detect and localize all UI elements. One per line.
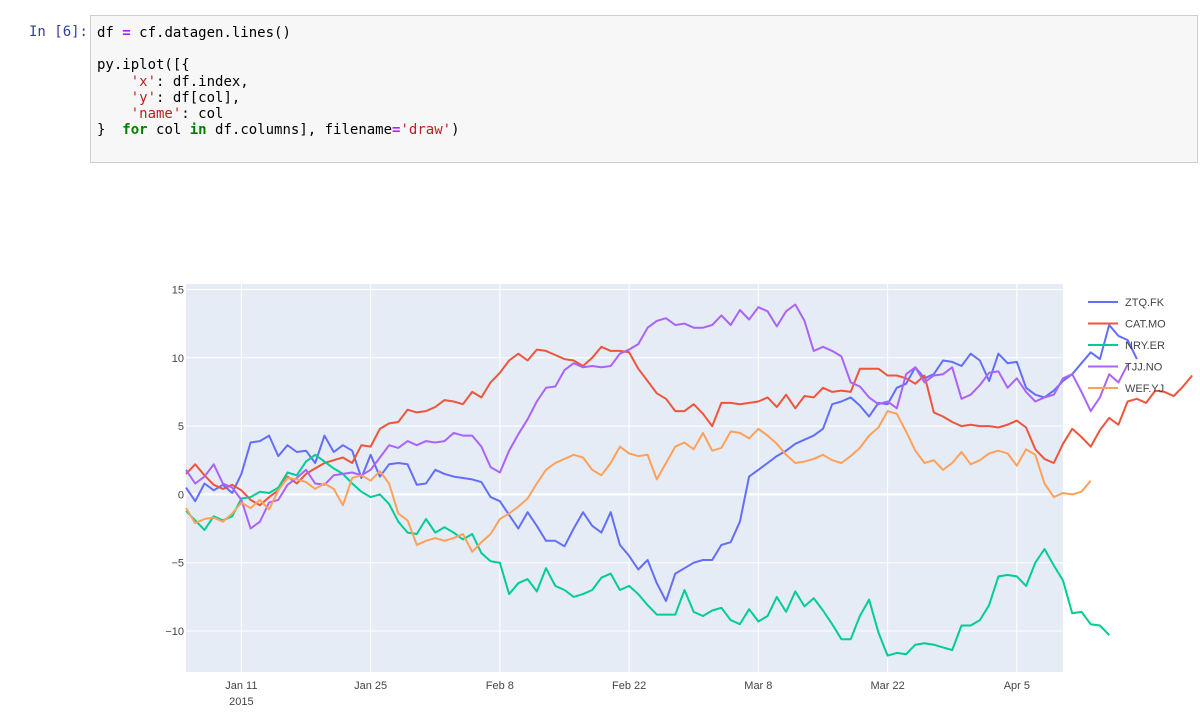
code-token: : df.index, (156, 73, 249, 90)
x-axis-ticks: Jan 11 2015 Jan 25 Feb 8 Feb 22 Mar 8 Mar 22 Ap… (225, 680, 1030, 708)
code-line: py.iplot([{ (97, 57, 1197, 73)
y-tick-label: 5 (178, 421, 184, 433)
legend-label: WEF.YJ (1125, 383, 1164, 395)
y-tick-label: 0 (178, 489, 184, 501)
code-token: df (97, 25, 123, 41)
legend-label: TJJ.NO (1125, 362, 1163, 374)
code-cell[interactable]: df = cf.datagen.lines()​py.iplot([{ 'x':… (90, 15, 1198, 163)
code-line: } for col in df.columns], filename='draw… (97, 122, 1197, 138)
legend-item[interactable]: WEF.YJ (1088, 383, 1164, 395)
code-token: ) (451, 122, 460, 139)
series-line-tjj-no[interactable] (185, 303, 1129, 530)
code-token: for (122, 122, 148, 139)
y-tick-label: 10 (172, 353, 184, 365)
legend-label: CAT.MO (1125, 319, 1166, 331)
legend-item[interactable]: ZTQ.FK (1088, 297, 1165, 309)
code-token: in (189, 122, 207, 139)
x-tick-label: Mar 8 (744, 680, 772, 692)
x-tick-label: Mar 22 (870, 680, 904, 692)
x-tick-year-label: 2015 (229, 696, 253, 708)
legend-label: ZTQ.FK (1125, 297, 1165, 309)
code-line: 'y': df[col], (97, 90, 1197, 106)
code-token: : df[col], (156, 89, 241, 106)
code-editor[interactable]: df = cf.datagen.lines()​py.iplot([{ 'x':… (91, 16, 1197, 138)
code-token: 'x' (130, 73, 157, 90)
series-line-cat-mo[interactable] (185, 345, 1193, 507)
code-token: df.columns], filename (206, 122, 393, 139)
y-tick-label: −5 (171, 558, 184, 570)
code-token: 'draw' (400, 122, 452, 139)
code-line: 'x': df.index, (97, 74, 1197, 90)
code-line: 'name': col (97, 106, 1197, 122)
y-tick-label: −10 (165, 626, 184, 638)
y-axis-ticks: 15 10 5 0 −5 −10 (165, 284, 184, 638)
x-tick-label: Feb 8 (486, 680, 514, 692)
code-line: df = cf.datagen.lines() (97, 25, 1197, 41)
code-token: col (147, 122, 190, 139)
x-gridlines (240, 284, 1018, 672)
code-token: : col (181, 106, 224, 123)
x-tick-label: Jan 11 (225, 680, 257, 692)
series-line-nry-er[interactable] (185, 453, 1110, 657)
code-token: } (97, 122, 123, 139)
x-tick-label: Apr 5 (1004, 680, 1030, 692)
series-lines (185, 303, 1193, 657)
code-token: = (392, 122, 401, 139)
y-gridlines (186, 288, 1063, 632)
legend-item[interactable]: TJJ.NO (1088, 362, 1163, 374)
x-tick-label: Jan 25 (354, 680, 387, 692)
series-line-wef-yj[interactable] (185, 410, 1092, 553)
legend-item[interactable]: CAT.MO (1088, 319, 1166, 331)
code-token: cf.datagen.lines() (130, 25, 291, 41)
cell-prompt: In [6]: (28, 24, 88, 40)
code-token: 'name' (130, 106, 182, 123)
series-line-ztq-fk[interactable] (185, 324, 1138, 602)
plot-area (186, 284, 1063, 672)
code-token: 'y' (130, 89, 157, 106)
legend: ZTQ.FK CAT.MO NRY.ER TJJ.NO WEF.YJ (1088, 297, 1166, 395)
y-tick-label: 15 (172, 284, 184, 296)
code-token: py.iplot([{ (97, 57, 190, 74)
legend-label: NRY.ER (1125, 340, 1165, 352)
code-token: = (122, 25, 131, 41)
legend-item[interactable]: NRY.ER (1088, 340, 1165, 352)
x-tick-label: Feb 22 (612, 680, 646, 692)
